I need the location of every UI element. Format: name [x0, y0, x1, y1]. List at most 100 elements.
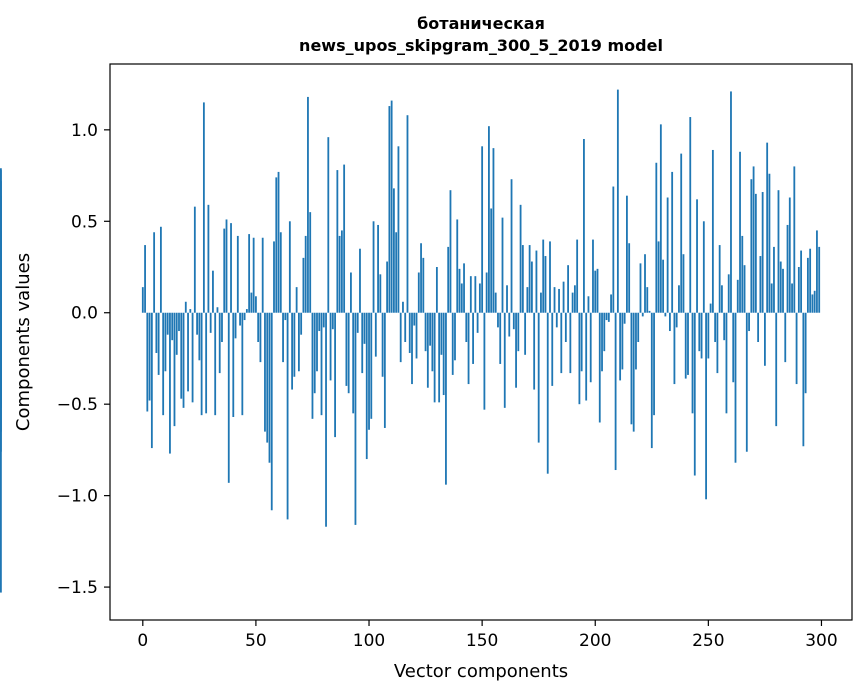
bar-274	[761, 192, 764, 313]
bar-80	[322, 312, 325, 328]
bar-166	[517, 312, 520, 352]
bar-184	[558, 288, 560, 313]
bar-223	[646, 287, 649, 313]
bar-271	[754, 193, 757, 313]
bar-112	[395, 232, 398, 313]
bar-89	[343, 164, 346, 313]
bar-149	[478, 283, 481, 313]
bar-139	[456, 219, 459, 313]
bar-141	[460, 283, 463, 313]
bar-94	[354, 312, 357, 525]
bar-197	[587, 296, 590, 313]
bar-285	[786, 224, 789, 313]
bar-72	[304, 235, 307, 313]
bar-232	[666, 197, 669, 313]
bar-93	[352, 312, 355, 414]
bar-13	[171, 312, 174, 341]
bar-158	[499, 312, 502, 364]
bar-55	[266, 312, 269, 443]
bar-235	[673, 312, 676, 385]
bar-299	[818, 246, 821, 313]
bar-179	[546, 312, 549, 474]
bar-278	[770, 283, 773, 313]
bar-298	[816, 230, 818, 313]
bar-84	[331, 312, 334, 330]
bar-39	[230, 223, 232, 313]
bar-221	[641, 312, 644, 317]
bar-214	[626, 195, 628, 313]
bar-38	[227, 312, 230, 483]
bar-19	[184, 301, 187, 313]
bar-53	[261, 237, 264, 313]
bar-199	[592, 239, 594, 313]
bar-147	[474, 276, 477, 313]
bar-182	[553, 287, 556, 313]
bar-289	[795, 312, 798, 385]
bar-203	[601, 312, 603, 372]
bar-219	[637, 312, 640, 342]
bar-24	[196, 312, 198, 335]
bar-255	[718, 245, 721, 313]
bar-190	[571, 292, 574, 313]
bar-63	[284, 312, 287, 321]
bar-137	[451, 312, 454, 375]
bar-69	[297, 312, 300, 372]
bar-286	[788, 197, 791, 313]
x-axis-ticks: 0 50 100 150 200 250 300	[137, 620, 838, 651]
bar-198	[589, 312, 592, 383]
bar-100	[368, 312, 370, 430]
bar-162	[508, 312, 511, 337]
bar-106	[381, 312, 384, 377]
bar-264	[739, 151, 741, 313]
bar-35	[221, 312, 223, 342]
bar-133	[442, 312, 445, 396]
bar-260	[730, 91, 732, 313]
bar-270	[752, 166, 755, 313]
bar-268	[748, 312, 750, 332]
bar-144	[467, 312, 470, 385]
bar-157	[497, 312, 499, 328]
x-tick-label: 250	[692, 631, 724, 651]
bar-242	[689, 117, 692, 313]
bar-16	[178, 312, 180, 332]
bar-194	[580, 312, 583, 372]
bar-96	[359, 248, 361, 313]
bar-130	[435, 267, 438, 313]
bar-291	[800, 250, 803, 313]
bar-189	[569, 312, 572, 374]
bar-275	[764, 312, 766, 366]
bar-297	[813, 290, 816, 313]
bar-108	[386, 261, 389, 313]
bar-217	[632, 312, 635, 432]
bar-239	[682, 254, 685, 313]
bar-98	[363, 312, 366, 344]
bar-225	[650, 312, 653, 449]
bar-132	[440, 312, 443, 355]
bar-288	[793, 166, 796, 313]
bar-296	[811, 294, 814, 313]
bar-25	[198, 312, 201, 361]
bar-50	[255, 296, 257, 313]
bar-75	[311, 312, 314, 419]
bar-251	[709, 303, 712, 313]
bar-60	[277, 171, 280, 313]
bar-272	[757, 312, 760, 342]
bar-27	[202, 102, 205, 313]
bar-185	[560, 312, 563, 374]
bar-127	[429, 312, 432, 346]
y-tick-label: −0.5	[57, 395, 98, 415]
bar-259	[727, 274, 730, 313]
bar-222	[644, 254, 646, 313]
bar-159	[501, 217, 504, 313]
bar-115	[402, 301, 404, 313]
bar-204	[603, 312, 606, 352]
bar-99	[365, 312, 368, 460]
bar-36	[223, 228, 226, 313]
y-axis-ticks: −1.5 −1.0 −0.5 0.0 0.5 1.0	[57, 121, 110, 598]
bar-2	[146, 312, 149, 412]
bar-205	[605, 312, 608, 321]
bar-74	[309, 212, 312, 313]
bar-79	[320, 312, 323, 416]
bar-295	[809, 248, 812, 313]
bar-15	[175, 312, 178, 355]
